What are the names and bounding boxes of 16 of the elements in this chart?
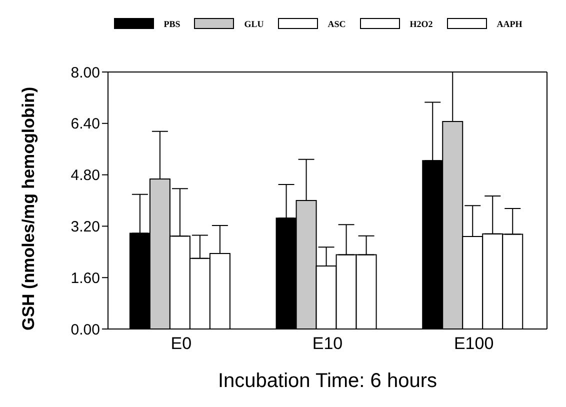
x-tick-label: E100: [454, 334, 494, 354]
y-tick-label: 0.00: [70, 321, 100, 338]
legend-label: GLU: [244, 18, 264, 28]
y-tick-label: 6.40: [70, 116, 100, 133]
y-tick-label: 1.60: [70, 270, 100, 287]
legend-label: H2O2: [410, 18, 433, 28]
legend-label: ASC: [328, 18, 346, 28]
legend-label: PBS: [164, 18, 180, 28]
y-tick-label: 8.00: [70, 64, 100, 82]
x-tick-label: E10: [312, 334, 343, 354]
y-tick-label: 4.80: [70, 167, 100, 184]
y-tick-label: 3.20: [70, 218, 100, 236]
legend-label: AAPH: [496, 18, 522, 28]
y-axis-title: GSH (nmoles/mg hemoglobin): [19, 86, 38, 330]
x-axis-title: Incubation Time: 6 hours: [218, 370, 438, 392]
x-tick-label: E0: [170, 334, 192, 354]
